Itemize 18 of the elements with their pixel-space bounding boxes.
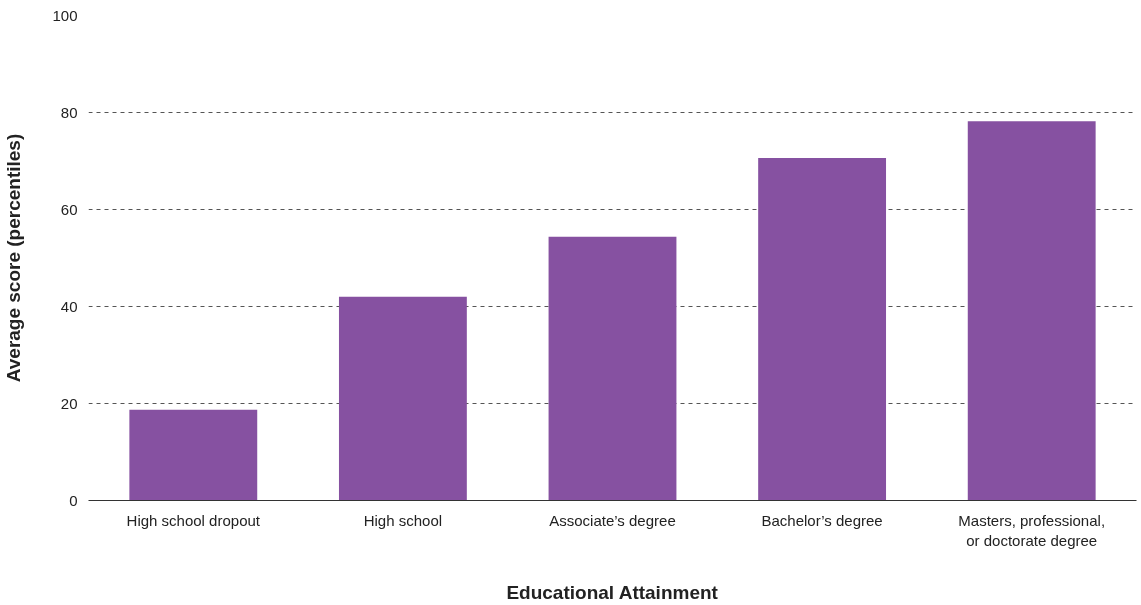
bar	[338, 296, 467, 501]
bar	[129, 409, 258, 501]
y-tick-label: 100	[52, 6, 78, 24]
x-tick-label: High school	[363, 511, 443, 529]
y-axis-title: Average score (percentiles)	[3, 133, 25, 383]
bar	[758, 158, 887, 501]
x-tick-label: Associate’s degree	[549, 511, 676, 529]
y-tick-label: 60	[60, 200, 78, 218]
bar	[548, 236, 677, 501]
y-tick-label: 0	[69, 491, 78, 509]
y-tick-label: 40	[60, 297, 78, 315]
x-tick-label: Masters, professional, or doctorate degree	[958, 511, 1106, 549]
bar	[967, 121, 1096, 501]
x-tick-label: High school dropout	[126, 511, 261, 529]
y-tick-label: 80	[60, 103, 78, 121]
x-axis-title: Educational Attainment	[506, 581, 719, 603]
y-tick-label: 20	[60, 394, 78, 412]
x-tick-label: Bachelor’s degree	[761, 511, 883, 529]
